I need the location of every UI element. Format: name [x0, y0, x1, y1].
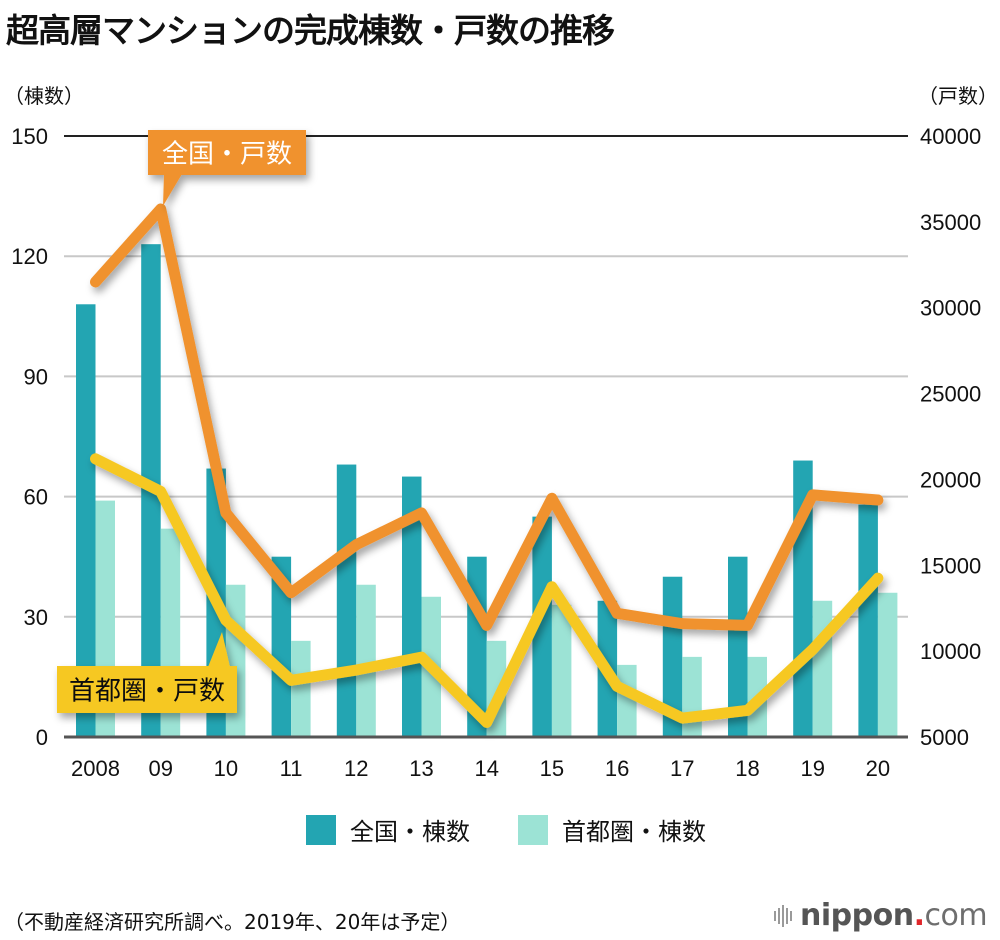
- x-tick-label: 12: [344, 756, 368, 781]
- legend-label-metro-buildings: 首都圏・棟数: [562, 818, 706, 846]
- callout-national-units: 全国・戸数: [148, 130, 306, 206]
- brand-dot: .: [913, 898, 925, 933]
- left-tick-label: 0: [36, 725, 48, 750]
- legend-item-metro-buildings: 首都圏・棟数: [518, 812, 706, 847]
- right-tick-label: 30000: [920, 296, 981, 321]
- left-tick-label: 90: [24, 364, 48, 389]
- left-tick-label: 150: [11, 124, 48, 149]
- x-tick-label: 11: [280, 756, 303, 781]
- x-tick-label: 15: [540, 756, 564, 781]
- right-axis-unit-label: （戸数）: [918, 84, 998, 108]
- bar-metro-buildings: [291, 640, 311, 737]
- right-tick-label: 25000: [920, 382, 981, 407]
- callout-metro-units: 首都圏・戸数: [57, 632, 237, 713]
- bar-national-buildings: [76, 304, 96, 737]
- callout-national-units-box: [148, 130, 306, 175]
- callout-national-units-pointer: [163, 174, 182, 206]
- x-tick-label: 19: [800, 756, 824, 781]
- chart-title: 超高層マンションの完成棟数・戸数の推移: [6, 11, 615, 50]
- bar-national-buildings: [271, 556, 292, 737]
- brand-wordmark: nippon.com: [800, 898, 988, 933]
- brand-name: nippon: [800, 898, 914, 933]
- callout-metro-units-label: 首都圏・戸数: [69, 677, 225, 707]
- right-tick-label: 40000: [920, 124, 981, 149]
- callout-metro-units-pointer: [208, 632, 230, 667]
- right-tick-label: 5000: [920, 725, 969, 750]
- x-tick-label: 2008: [71, 756, 120, 781]
- bar-national-buildings: [728, 556, 748, 737]
- bar-metro-buildings: [356, 584, 376, 737]
- x-tick-label: 17: [670, 756, 694, 781]
- right-tick-label: 20000: [920, 467, 981, 492]
- right-tick-label: 10000: [920, 639, 981, 664]
- bar-metro-buildings: [225, 584, 246, 737]
- bar-national-buildings: [336, 464, 357, 737]
- axes: 0 30 60 90 120 150 5000 10000 15000 20000 25000 300…: [11, 124, 981, 781]
- right-tick-label: 35000: [920, 210, 981, 235]
- bar-national-buildings: [858, 504, 878, 737]
- legend-label-national-buildings: 全国・棟数: [350, 818, 470, 846]
- source-note: （不動産経済研究所調べ。2019年、20年は予定）: [4, 910, 461, 934]
- x-tick-label: 16: [605, 756, 629, 781]
- bar-metro-buildings: [682, 656, 702, 737]
- brand-suffix: com: [924, 898, 988, 933]
- bar-metro-buildings: [812, 600, 833, 737]
- bar-national-buildings: [402, 476, 422, 737]
- x-tick-label: 14: [474, 756, 498, 781]
- brand-logo: nippon.com: [774, 898, 988, 933]
- bar-metro-buildings: [617, 664, 637, 737]
- callout-metro-units-box: [57, 666, 237, 713]
- left-tick-label: 30: [24, 605, 48, 630]
- bar-metro-buildings: [877, 592, 898, 737]
- sound-wave-icon: [774, 904, 792, 927]
- x-tick-label: 18: [735, 756, 759, 781]
- left-tick-label: 120: [11, 244, 48, 269]
- x-tick-label: 13: [409, 756, 433, 781]
- lines: [90, 203, 884, 728]
- x-tick-label: 09: [148, 756, 172, 781]
- right-tick-label: 15000: [920, 553, 981, 578]
- legend: 全国・棟数 首都圏・棟数: [306, 812, 754, 847]
- callout-national-units-label: 全国・戸数: [162, 140, 292, 170]
- chart-canvas: 0 30 60 90 120 150 5000 10000 15000 20000 25000 300…: [11, 124, 981, 781]
- x-tick-label: 20: [866, 756, 890, 781]
- legend-item-national-buildings: 全国・棟数: [306, 812, 470, 847]
- left-tick-label: 60: [24, 485, 48, 510]
- x-tick-label: 10: [214, 756, 238, 781]
- bar-metro-buildings: [551, 604, 572, 737]
- legend-swatch-national-buildings: [306, 814, 336, 845]
- line-metro-units: [90, 453, 884, 728]
- left-axis-unit-label: （棟数）: [4, 84, 84, 108]
- bars: [76, 244, 898, 737]
- line-national-units: [90, 203, 884, 631]
- legend-swatch-metro-buildings: [518, 814, 548, 845]
- bar-national-buildings: [532, 516, 552, 737]
